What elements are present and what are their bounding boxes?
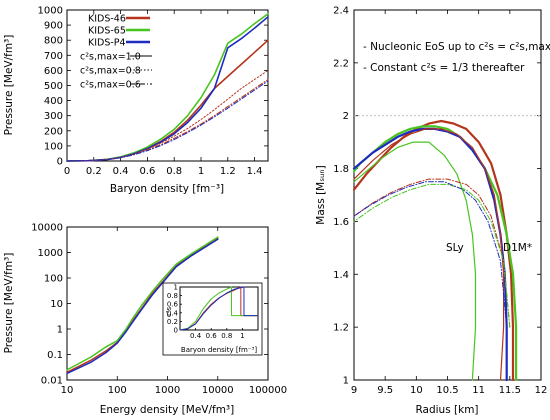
x-axis-label: Baryon density [fm⁻³] (110, 183, 224, 195)
x-tick-label: 10 (61, 385, 74, 396)
series-line (353, 183, 511, 328)
y-axis-label: Pressure [MeV/fm³] (3, 35, 15, 136)
y-tick-label: 2 (343, 111, 349, 122)
x-tick-label: 1 (198, 166, 204, 177)
x-tick-label: 0.6 (139, 166, 155, 177)
series-line (66, 238, 219, 375)
y-tick-label: 900 (44, 21, 63, 32)
panel-pressure-vs-baryon-density: 0 0.2 0.4 0.6 0.8 1 1.2 1.4 0 100 200 300 400 500 600 7… (3, 6, 269, 195)
inset-y-tick-label: 1 (174, 284, 178, 292)
series-line (66, 69, 269, 162)
annotation-constant: - Constant c²s = 1/3 thereafter (363, 62, 525, 74)
y-tick-label: 1 (57, 325, 63, 336)
inset-sound-speed: 0.4 0.6 0.8 100.20.40.60.81 Baryon density … (162, 282, 263, 356)
x-tick-label: 0 (64, 166, 70, 177)
y-tick-label: 500 (44, 81, 63, 92)
series-line (353, 141, 477, 381)
inset-frame (179, 286, 259, 331)
y-tick-label: 10000 (31, 223, 63, 234)
legend-label: c²s,max=0.6 (80, 80, 141, 91)
legend-label: KIDS-46 (88, 14, 126, 25)
inset-x-tick-label: 0.4 (190, 332, 202, 340)
x-tick-label: 1.2 (220, 166, 236, 177)
series-line (353, 128, 505, 381)
legend-label: c²s,max=0.8 (80, 66, 141, 77)
y-tick-label: 1.4 (333, 270, 349, 281)
y-tick-label: 100 (44, 274, 63, 285)
series-line (352, 125, 518, 382)
y-tick-label: 1.6 (333, 217, 349, 228)
y-tick-label: 300 (44, 111, 63, 122)
panel-pressure-vs-energy-density: 10 100 1000 10000 1000000.010.11101001000100… (3, 223, 287, 417)
inset-y-tick-label: 0.8 (167, 292, 178, 300)
x-tick-label: 10.5 (436, 385, 458, 396)
x-tick-label: 0.2 (86, 166, 102, 177)
y-tick-label: 700 (44, 51, 63, 62)
x-tick-label: 10000 (202, 385, 234, 396)
x-tick-label: 1.4 (247, 166, 263, 177)
x-tick-label: 11 (472, 385, 485, 396)
y-tick-label: 800 (44, 36, 63, 47)
inset-y-tick-label: 0.2 (167, 318, 178, 326)
series-line (353, 181, 508, 328)
annotation-sly: SLy (446, 242, 464, 254)
x-tick-label: 100 (108, 385, 127, 396)
annotation-d1m: D1M* (503, 242, 532, 254)
series-line (353, 178, 511, 328)
inset-y-tick-label: 0 (174, 327, 178, 335)
y-tick-label: 0 (57, 157, 63, 168)
inset-series-line (179, 286, 245, 331)
x-axis-label: Radius [km] (415, 404, 478, 416)
y-axis-label: Pressure [MeV/fm³] (3, 253, 15, 354)
inset-y-tick-label: 0.4 (167, 309, 179, 317)
inset-x-tick-label: 0.6 (206, 332, 218, 340)
x-tick-label: 0.8 (166, 166, 182, 177)
x-axis-label: Energy density [MeV/fm³] (100, 404, 235, 416)
legend-label: KIDS-65 (88, 26, 126, 37)
x-tick-label: 100000 (249, 385, 287, 396)
inset-y-tick-label: 0.6 (167, 301, 179, 309)
annotation-nucleonic: - Nucleonic EoS up to c²s = c²s,max (363, 41, 550, 53)
y-tick-label: 1 (343, 376, 349, 387)
y-tick-label: 200 (44, 126, 63, 137)
y-tick-label: 0.1 (47, 350, 63, 361)
x-tick-label: 10 (410, 385, 423, 396)
y-tick-label: 600 (44, 66, 63, 77)
y-tick-label: 1.2 (333, 323, 349, 334)
inset-series-line (179, 286, 232, 331)
y-axis-label: Mass [Mₛᵤₙ] (315, 165, 327, 224)
x-tick-label: 0.4 (113, 166, 129, 177)
series-line (66, 80, 269, 162)
y-tick-label: 10 (50, 299, 63, 310)
legend-label: KIDS-P4 (88, 38, 126, 49)
x-tick-label: 12 (535, 385, 548, 396)
y-tick-label: 2.4 (333, 6, 349, 17)
y-tick-label: 1000 (38, 248, 63, 259)
inset-y-axis-label: c²s (165, 307, 173, 318)
y-tick-label: 100 (44, 141, 63, 152)
y-tick-label: 400 (44, 96, 63, 107)
x-tick-label: 9 (351, 385, 357, 396)
y-tick-label: 1.8 (333, 164, 349, 175)
panel-mass-vs-radius: 9 9.5 10 10.5 11 11.5 12 1 1.2 1.4 1.6 1.8 2 2.2 2.4 R… (315, 6, 550, 417)
x-tick-label: 1000 (155, 385, 180, 396)
legend-label: c²s,max=1.0 (80, 52, 141, 63)
series-line (352, 119, 515, 382)
inset-x-axis-label: Baryon density [fm⁻³] (181, 346, 257, 354)
y-tick-label: 1000 (38, 6, 63, 17)
inset-x-tick-label: 1 (240, 332, 244, 340)
y-tick-label: 2.2 (333, 58, 349, 69)
inset-x-tick-label: 0.8 (221, 332, 232, 340)
x-tick-label: 9.5 (377, 385, 393, 396)
x-tick-label: 11.5 (499, 385, 521, 396)
y-tick-label: 0.01 (41, 376, 63, 387)
series-line (66, 236, 219, 371)
